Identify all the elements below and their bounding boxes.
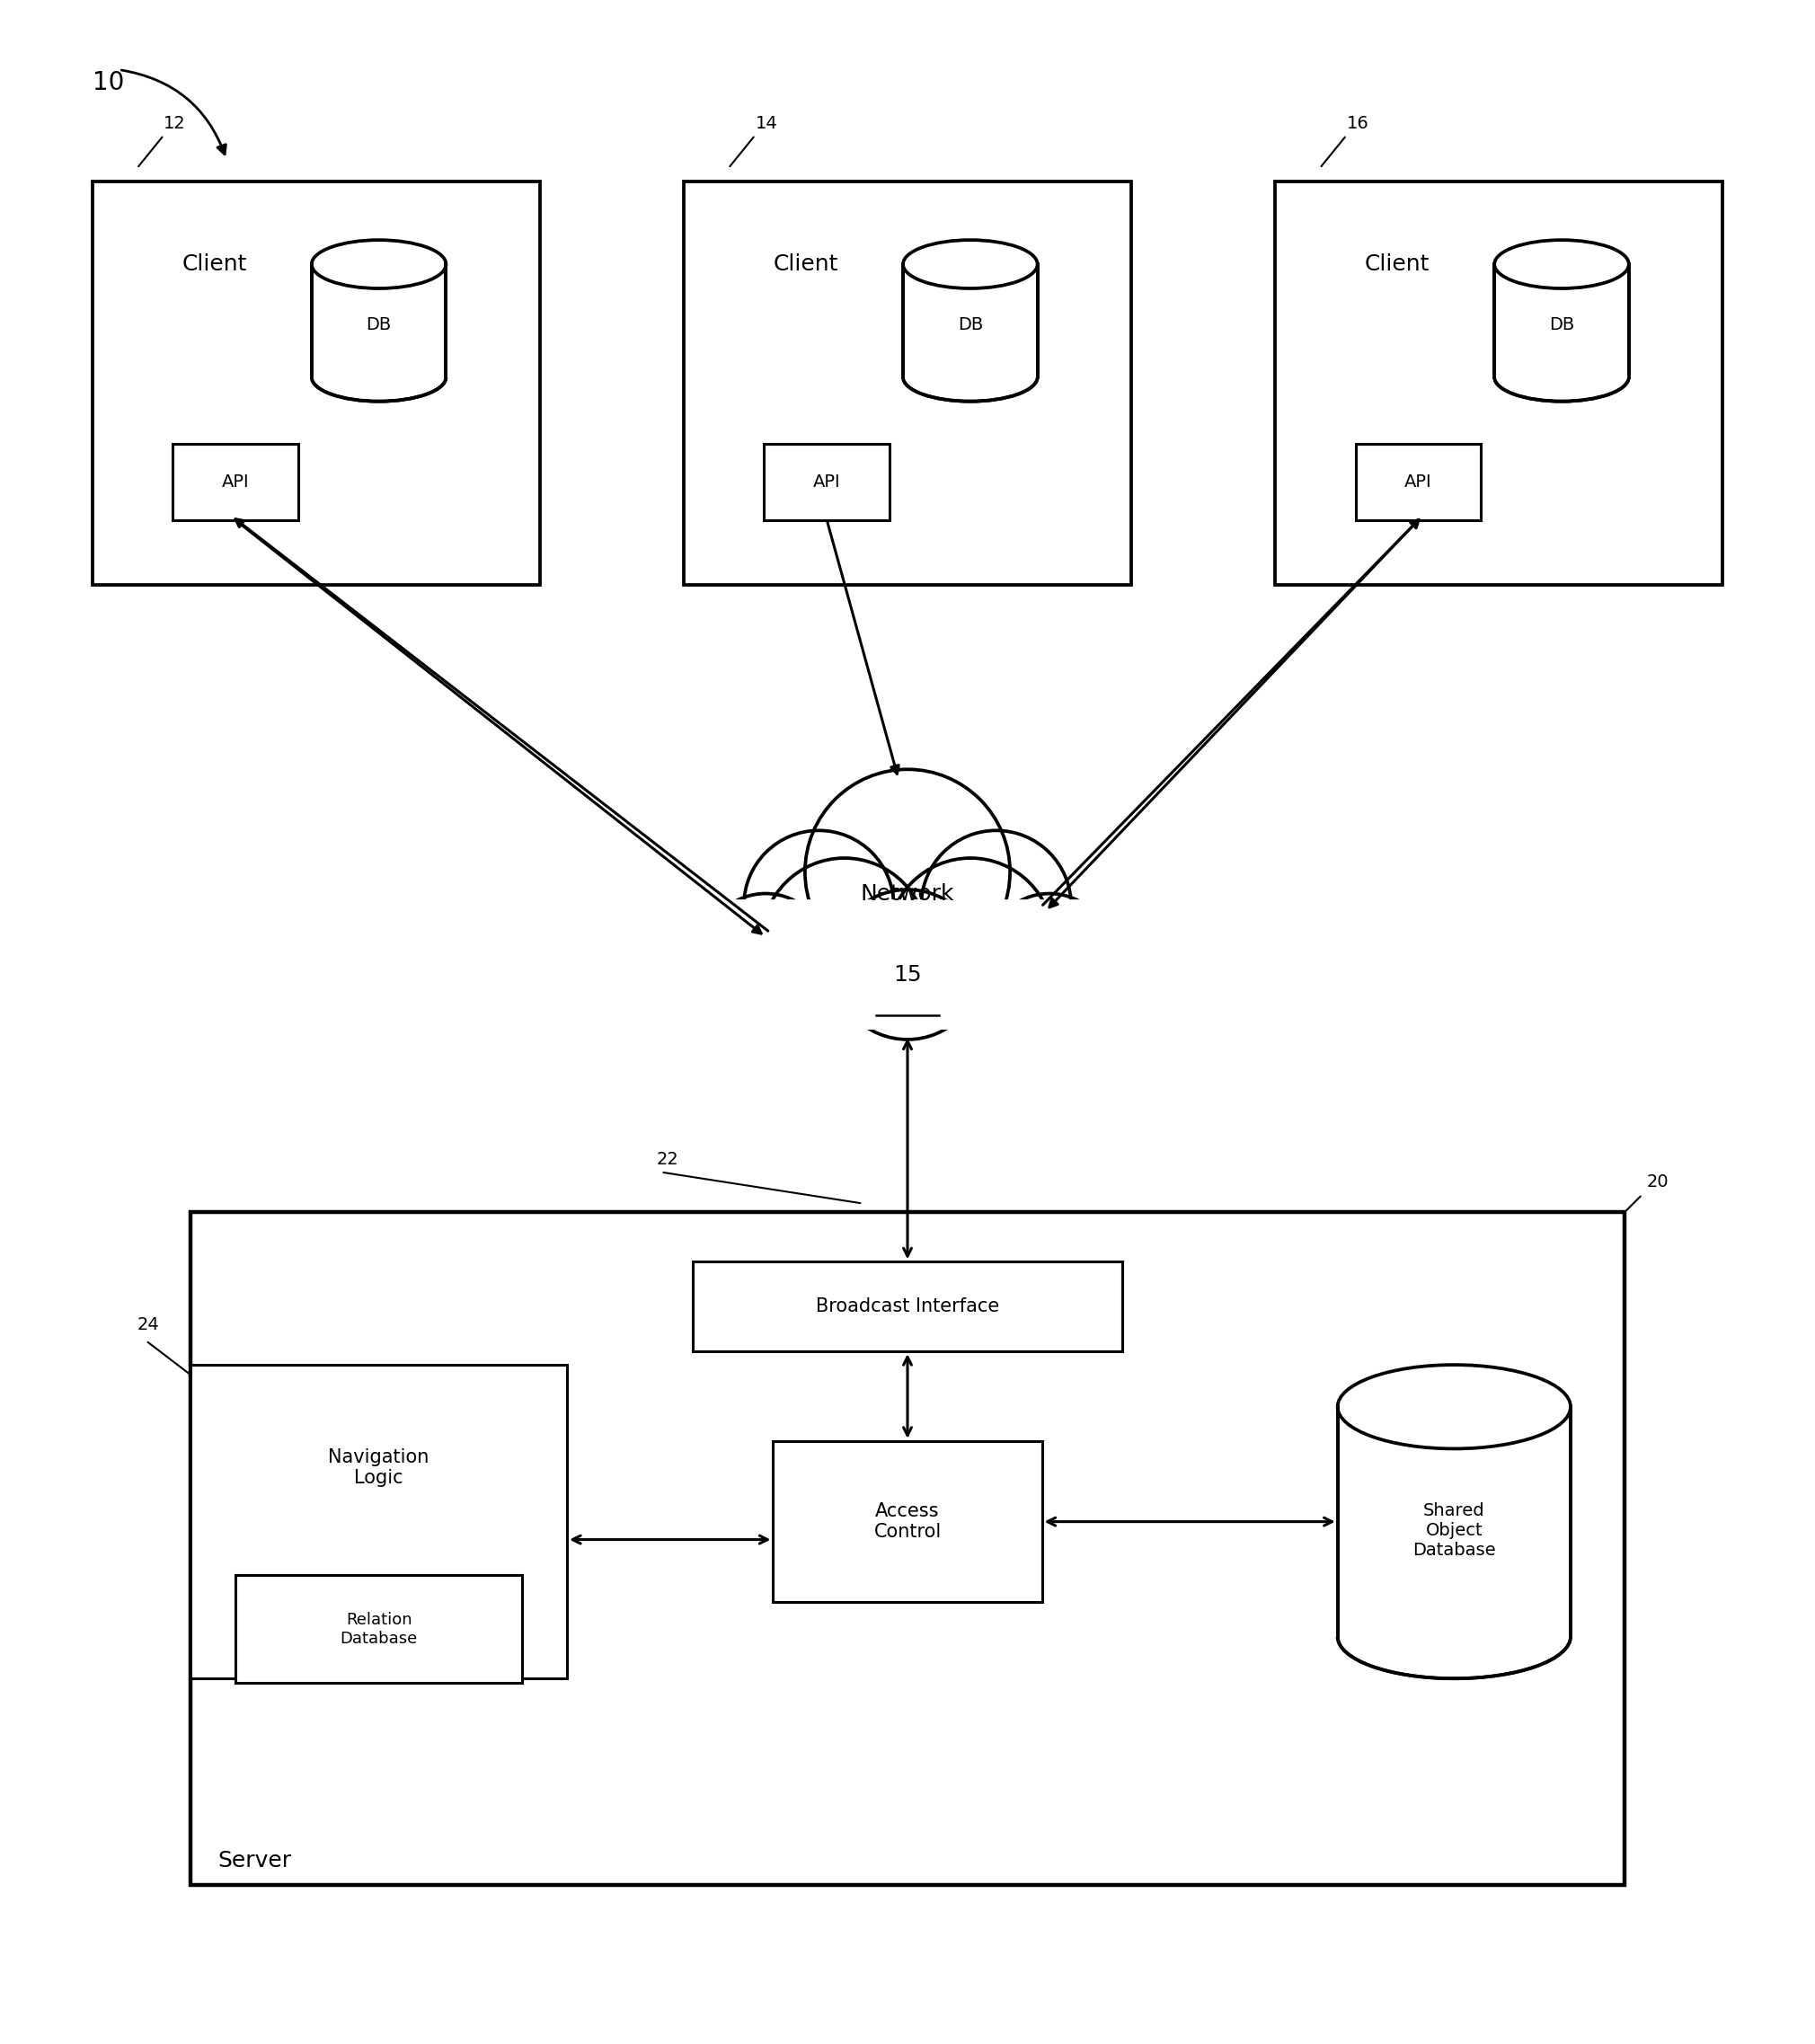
Text: API: API [1405, 474, 1432, 491]
Ellipse shape [904, 239, 1038, 288]
Bar [312, 264, 446, 378]
Bar [1338, 1406, 1570, 1637]
Text: Broadcast Interface: Broadcast Interface [815, 1298, 1000, 1316]
Text: 15: 15 [893, 965, 922, 985]
Text: Client: Client [1365, 253, 1430, 276]
Text: 22: 22 [657, 1151, 679, 1167]
Text: 24: 24 [136, 1316, 160, 1333]
Circle shape [986, 893, 1113, 1020]
FancyBboxPatch shape [236, 1576, 523, 1682]
FancyBboxPatch shape [684, 182, 1131, 585]
Text: Server: Server [218, 1850, 292, 1870]
Circle shape [806, 769, 1009, 975]
Text: 26: 26 [889, 1647, 911, 1664]
FancyBboxPatch shape [172, 444, 298, 519]
Text: Access
Control: Access Control [873, 1502, 942, 1541]
Bar [1494, 264, 1628, 378]
Text: 28: 28 [1408, 1715, 1432, 1731]
Text: Relation
Database: Relation Database [339, 1613, 417, 1647]
Text: 19: 19 [312, 429, 334, 446]
Text: 18: 18 [459, 276, 481, 294]
FancyBboxPatch shape [191, 1365, 566, 1678]
Ellipse shape [312, 239, 446, 288]
FancyBboxPatch shape [693, 1261, 1122, 1351]
Text: Client: Client [773, 253, 839, 276]
FancyBboxPatch shape [93, 182, 541, 585]
Circle shape [833, 889, 982, 1040]
Text: 12: 12 [163, 114, 185, 133]
Text: Network: Network [860, 883, 955, 905]
Text: Navigation
Logic: Navigation Logic [329, 1449, 430, 1488]
Text: DB: DB [1548, 317, 1574, 333]
Text: 20: 20 [1646, 1173, 1668, 1190]
Text: API: API [813, 474, 840, 491]
FancyBboxPatch shape [191, 1212, 1624, 1885]
Circle shape [888, 858, 1053, 1024]
Text: 16: 16 [1347, 114, 1369, 133]
FancyBboxPatch shape [1356, 444, 1481, 519]
Circle shape [744, 830, 893, 981]
Bar [904, 264, 1038, 378]
Text: 10: 10 [93, 69, 123, 94]
Text: Client: Client [182, 253, 247, 276]
Circle shape [702, 893, 829, 1020]
Ellipse shape [1494, 239, 1628, 288]
Text: DB: DB [958, 317, 984, 333]
Circle shape [922, 830, 1071, 981]
FancyBboxPatch shape [764, 444, 889, 519]
Text: 14: 14 [755, 114, 777, 133]
FancyBboxPatch shape [773, 1441, 1042, 1602]
Circle shape [762, 858, 927, 1024]
Text: DB: DB [367, 317, 392, 333]
Ellipse shape [1338, 1365, 1570, 1449]
FancyBboxPatch shape [1274, 182, 1722, 585]
Text: Shared
Object
Database: Shared Object Database [1412, 1502, 1496, 1560]
Text: API: API [221, 474, 249, 491]
Bar [692, 901, 1123, 1030]
